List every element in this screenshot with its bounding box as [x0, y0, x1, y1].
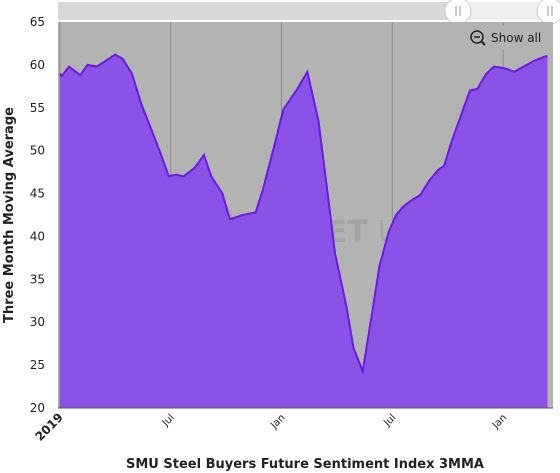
- navigator-handle[interactable]: [444, 0, 472, 25]
- x-tick-label: 2019: [32, 410, 66, 444]
- y-tick-label: 20: [30, 401, 45, 415]
- y-tick-label: 55: [30, 101, 45, 115]
- x-tick-label: Jul: [160, 412, 177, 429]
- x-tick-label: Jul: [381, 412, 398, 429]
- y-tick-label: 35: [30, 272, 45, 286]
- y-tick-label: 65: [30, 15, 45, 29]
- line: [59, 53, 548, 375]
- y-axis-title: Three Month Moving Average: [2, 107, 17, 323]
- y-tick-label: 30: [30, 315, 45, 329]
- y-tick-label: 45: [30, 187, 45, 201]
- y-tick-label: 50: [30, 144, 45, 158]
- navigator-window[interactable]: [458, 2, 550, 20]
- x-axis-title: SMU Steel Buyers Future Sentiment Index …: [126, 457, 484, 472]
- button-label[interactable]: Show all: [491, 31, 541, 45]
- x-tick-label: Jan: [490, 412, 509, 431]
- y-tick-label: 25: [30, 358, 45, 372]
- y-tick-label: 40: [30, 229, 45, 243]
- y-tick-label: 60: [30, 58, 45, 72]
- navigator-bar[interactable]: [58, 2, 560, 20]
- area: [59, 54, 548, 409]
- show-all-button[interactable]: Show all: [463, 26, 545, 50]
- x-tick-label: Jan: [268, 412, 287, 431]
